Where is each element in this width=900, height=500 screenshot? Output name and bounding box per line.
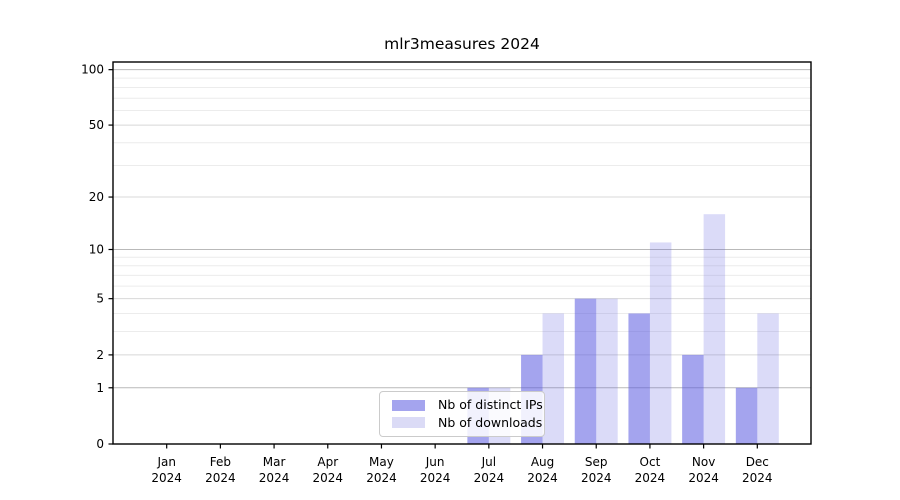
y-tick-label: 1 <box>96 381 104 395</box>
x-tick-label-month: Jan <box>156 455 176 469</box>
x-tick-label-month: Jul <box>481 455 496 469</box>
legend-row: Nb of downloads <box>392 416 542 430</box>
axes-frame <box>112 61 812 445</box>
x-tick-labels: Jan 2024 Feb 2024 Mar 2024 Apr 2024 May 2024 Jun 20… <box>151 455 772 485</box>
x-tick-label-year: 2024 <box>312 471 343 485</box>
y-tick-label: 50 <box>89 118 104 132</box>
bar-downloads <box>542 313 565 444</box>
x-tick-label-year: 2024 <box>581 471 612 485</box>
x-tick-label-year: 2024 <box>527 471 558 485</box>
x-tick-label-month: Dec <box>746 455 769 469</box>
bar-downloads <box>703 214 726 444</box>
x-tick-label-year: 2024 <box>259 471 290 485</box>
legend-label: Nb of downloads <box>438 414 543 430</box>
x-tick-label-year: 2024 <box>420 471 451 485</box>
legend: Nb of distinct IPs Nb of downloads <box>379 391 545 437</box>
x-tick-label-month: Oct <box>640 455 661 469</box>
bar-distinct-ips <box>628 313 650 444</box>
bar-distinct-ips <box>574 298 597 444</box>
x-tick-label-year: 2024 <box>474 471 505 485</box>
y-tick-label: 2 <box>96 348 104 362</box>
y-tick-label: 10 <box>89 243 104 257</box>
x-tick-label-year: 2024 <box>742 471 773 485</box>
bar-downloads <box>649 242 672 444</box>
legend-row: Nb of distinct IPs <box>392 398 543 412</box>
bar-downloads <box>596 298 618 444</box>
x-tick-label-month: Apr <box>317 455 338 469</box>
bar-distinct-ips <box>682 354 704 444</box>
legend-label: Nb of distinct IPs <box>438 397 543 412</box>
x-tick-label-month: Jun <box>425 455 445 469</box>
x-tick-label-year: 2024 <box>366 471 397 485</box>
x-tick-label-month: Sep <box>585 455 608 469</box>
y-tick-label: 20 <box>89 190 104 204</box>
x-tick-label-month: May <box>369 455 394 469</box>
x-tick-label-month: Nov <box>692 455 715 469</box>
y-tick-label: 5 <box>96 292 104 306</box>
minor-gridlines <box>113 77 811 333</box>
x-tick-label-year: 2024 <box>151 471 182 485</box>
chart-title: mlr3measures 2024 <box>384 35 540 53</box>
bar-distinct-ips <box>735 387 758 444</box>
legend-swatch <box>392 417 425 429</box>
plot-frame <box>112 61 812 445</box>
y-tick-labels: 0 1 2 5 10 20 50 100 <box>81 63 104 451</box>
bar-downloads <box>757 313 779 444</box>
x-tick-label-month: Feb <box>210 455 231 469</box>
x-tick-label-month: Aug <box>531 455 554 469</box>
axis-ticks <box>108 69 758 449</box>
x-tick-label-month: Mar <box>263 455 286 469</box>
y-tick-label: 100 <box>81 63 104 77</box>
x-tick-label-year: 2024 <box>205 471 236 485</box>
x-tick-label-year: 2024 <box>635 471 666 485</box>
legend-swatch <box>392 399 425 411</box>
y-tick-label: 0 <box>96 437 104 451</box>
x-tick-label-year: 2024 <box>688 471 719 485</box>
